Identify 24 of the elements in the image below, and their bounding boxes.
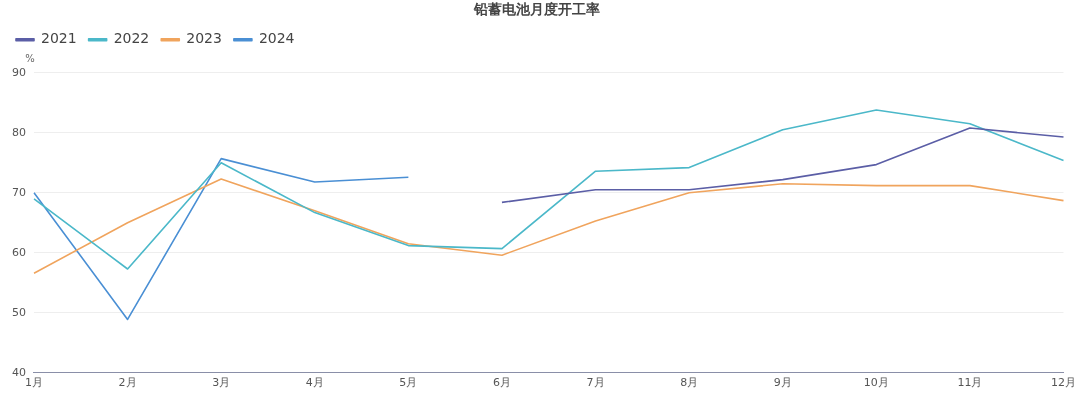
- legend-label: 2021: [41, 30, 77, 47]
- x-tick-label: 10月: [863, 376, 889, 390]
- y-axis-title: %: [25, 53, 35, 65]
- x-tick-label: 6月: [492, 376, 511, 390]
- x-tick-label: 3月: [212, 376, 231, 390]
- x-tick-label: 5月: [399, 376, 418, 390]
- x-tick-label: 11月: [957, 376, 983, 390]
- x-tick-label: 7月: [586, 376, 605, 390]
- legend-label: 2023: [186, 30, 222, 47]
- legend-label: 2022: [113, 30, 150, 47]
- x-tick-label: 9月: [773, 376, 792, 390]
- y-tick-label: 40: [12, 365, 26, 379]
- x-tick-label: 4月: [305, 376, 324, 390]
- x-tick-label: 1月: [25, 376, 43, 390]
- x-tick-label: 2月: [118, 376, 137, 390]
- y-tick-label: 90: [12, 65, 26, 79]
- x-tick-label: 12月: [1051, 376, 1076, 390]
- chart-title: 铅蓄电池月度开工率: [473, 1, 600, 18]
- y-tick-label: 60: [12, 245, 26, 259]
- y-tick-label: 70: [12, 185, 26, 199]
- y-tick-label: 50: [12, 305, 26, 319]
- legend-label: 2024: [258, 30, 295, 47]
- y-tick-label: 80: [12, 125, 26, 139]
- x-tick-label: 8月: [680, 376, 699, 390]
